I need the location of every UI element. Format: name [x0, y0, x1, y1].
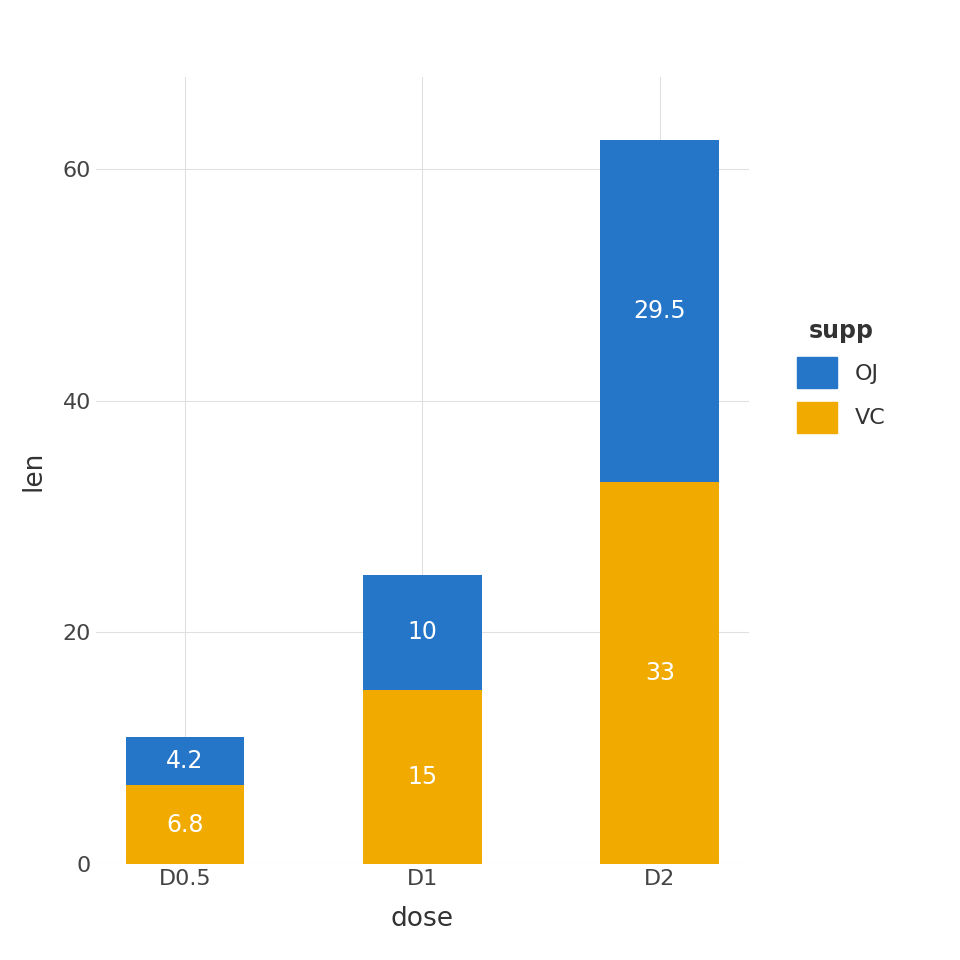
- Text: 10: 10: [407, 620, 438, 644]
- Bar: [600, 482, 719, 864]
- Legend: OJ, VC: OJ, VC: [786, 308, 897, 444]
- Bar: [600, 140, 719, 482]
- Text: 15: 15: [407, 765, 438, 789]
- Bar: [126, 736, 245, 785]
- Text: 6.8: 6.8: [166, 812, 204, 837]
- Bar: [363, 575, 482, 690]
- Text: 29.5: 29.5: [634, 300, 686, 324]
- Y-axis label: len: len: [20, 450, 46, 491]
- X-axis label: dose: dose: [391, 905, 454, 931]
- Text: 4.2: 4.2: [166, 749, 204, 773]
- Text: 33: 33: [645, 661, 675, 685]
- Bar: [126, 785, 245, 864]
- Bar: [363, 690, 482, 864]
